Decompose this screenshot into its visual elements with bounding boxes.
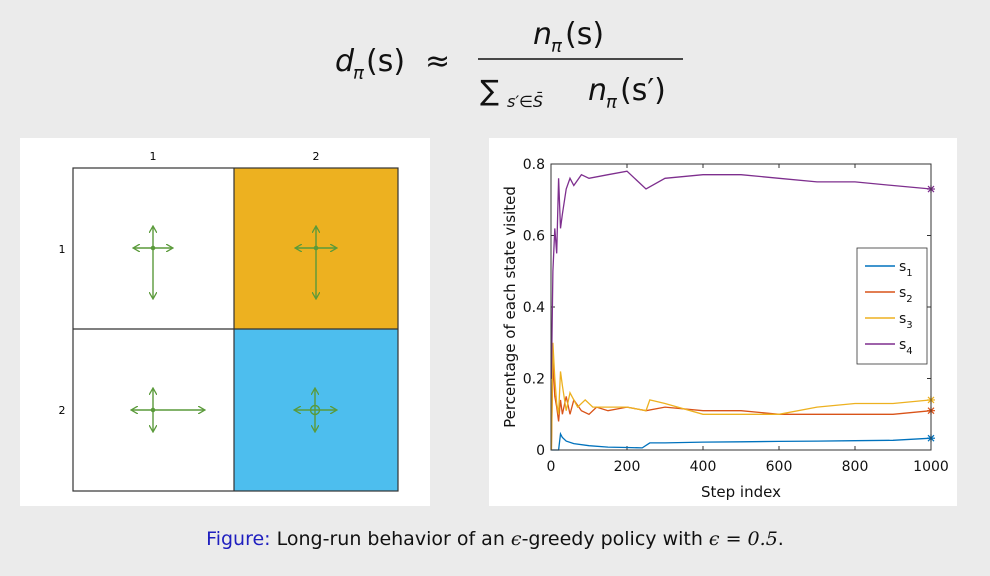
approx-sign: ≈ (425, 44, 450, 79)
caption-equation: ϵ = 0.5 (708, 528, 778, 550)
x-tick-label: 800 (842, 459, 869, 475)
denominator-arg: (s′) (620, 73, 666, 108)
series-line-s1 (551, 431, 932, 451)
lhs-arg: (s) (366, 44, 405, 79)
x-tick-label: 0 (547, 459, 556, 475)
x-tick-label: 600 (766, 459, 793, 475)
series-line-s3 (550, 342, 932, 451)
caption-text-after: . (777, 528, 784, 550)
series-line-s2 (550, 360, 932, 451)
numerator-n: n (533, 17, 552, 52)
col-label-2: 2 (313, 150, 320, 163)
x-axis-label: Step index (701, 483, 781, 501)
grid-world-figure: 1 2 1 2 (20, 138, 430, 506)
x-tick-label: 200 (614, 459, 641, 475)
figure-label: Figure: (206, 528, 271, 550)
row-label-2: 2 (59, 404, 66, 417)
series-line-s4 (550, 170, 932, 379)
visit-frequency-chart: 0 200 400 600 800 1000 0 0.2 0.4 0.6 0.8 Step inde… (489, 138, 957, 506)
denominator-sum-sub: s′∈S̄ (507, 92, 543, 108)
x-tick-label: 1000 (913, 459, 949, 475)
y-tick-label: 0.2 (523, 372, 545, 388)
lhs-d: d (335, 44, 355, 79)
y-tick-label: 0.4 (523, 300, 545, 316)
numerator-sub: π (551, 36, 563, 57)
caption-text-before: Long-run behavior of an (276, 528, 511, 550)
y-axis-label: Percentage of each state visited (501, 186, 519, 428)
caption-epsilon: ϵ (510, 528, 522, 550)
policy-arrows-cell-2-1 (132, 389, 204, 431)
denominator-nsub: π (606, 92, 618, 108)
row-label-1: 1 (59, 243, 66, 256)
policy-arrows-cell-2-2 (295, 389, 336, 431)
caption-text-middle: -greedy policy with (521, 528, 709, 550)
lhs-sub: π (353, 63, 365, 84)
denominator-n: n (588, 73, 607, 108)
figure-caption: Figure: Long-run behavior of an ϵ-greedy… (0, 528, 990, 550)
y-tick-label: 0.8 (523, 157, 545, 173)
policy-arrows-cell-1-1 (134, 227, 172, 298)
equation-visit-distribution: d π (s) ≈ n π (s) ∑ s′∈S̄ n π (s′) (0, 8, 990, 113)
col-label-1: 1 (150, 150, 157, 163)
plot-area-border (550, 163, 932, 451)
policy-arrows-cell-1-2 (296, 227, 336, 298)
numerator-arg: (s) (565, 17, 604, 52)
x-tick-label: 400 (690, 459, 717, 475)
denominator-sum: ∑ (480, 74, 499, 107)
y-tick-label: 0.6 (523, 229, 545, 245)
y-tick-label: 0 (536, 443, 545, 459)
